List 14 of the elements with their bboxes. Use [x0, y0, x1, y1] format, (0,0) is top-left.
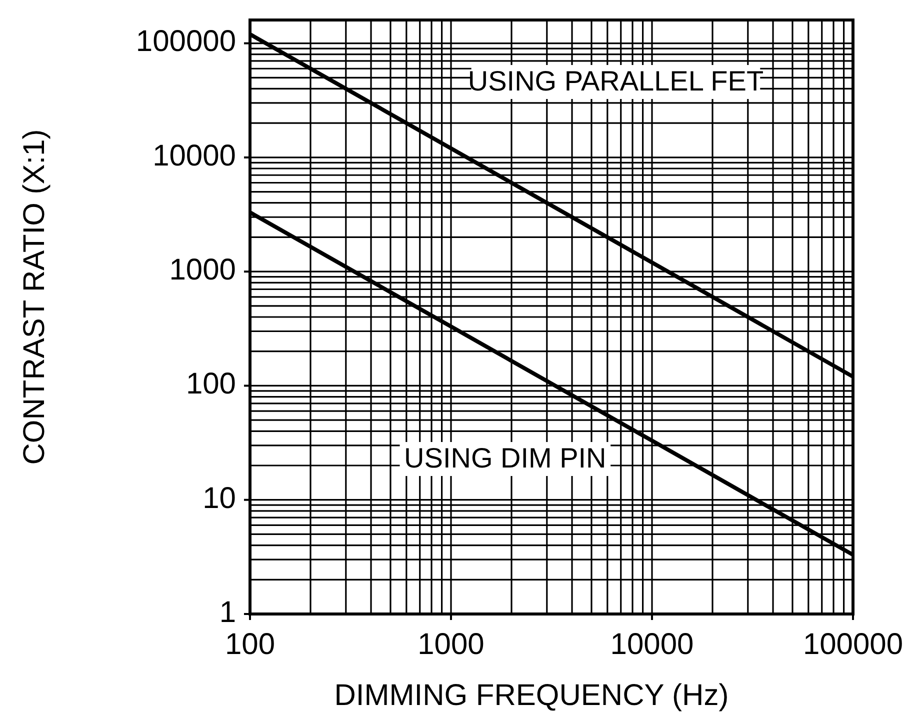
- x-tick-label: 100000: [802, 628, 904, 661]
- y-tick-label: 10: [202, 482, 236, 515]
- series-label: USING DIM PIN: [404, 442, 606, 474]
- series-label: USING PARALLEL FET: [468, 65, 764, 96]
- x-axis-title: DIMMING FREQUENCY (Hz): [334, 679, 729, 712]
- y-tick-label: 1: [219, 596, 236, 629]
- x-tick-label: 100: [224, 628, 276, 661]
- y-tick-label: 10000: [152, 139, 236, 172]
- x-tick-label: 10000: [610, 628, 694, 661]
- y-tick-label: 1000: [169, 254, 236, 286]
- y-tick-label: 100: [186, 368, 236, 401]
- x-tick-label: 1000: [418, 628, 484, 661]
- y-tick-label: 100000: [136, 25, 236, 58]
- y-axis-title: CONTRAST RATIO (X:1): [18, 129, 51, 465]
